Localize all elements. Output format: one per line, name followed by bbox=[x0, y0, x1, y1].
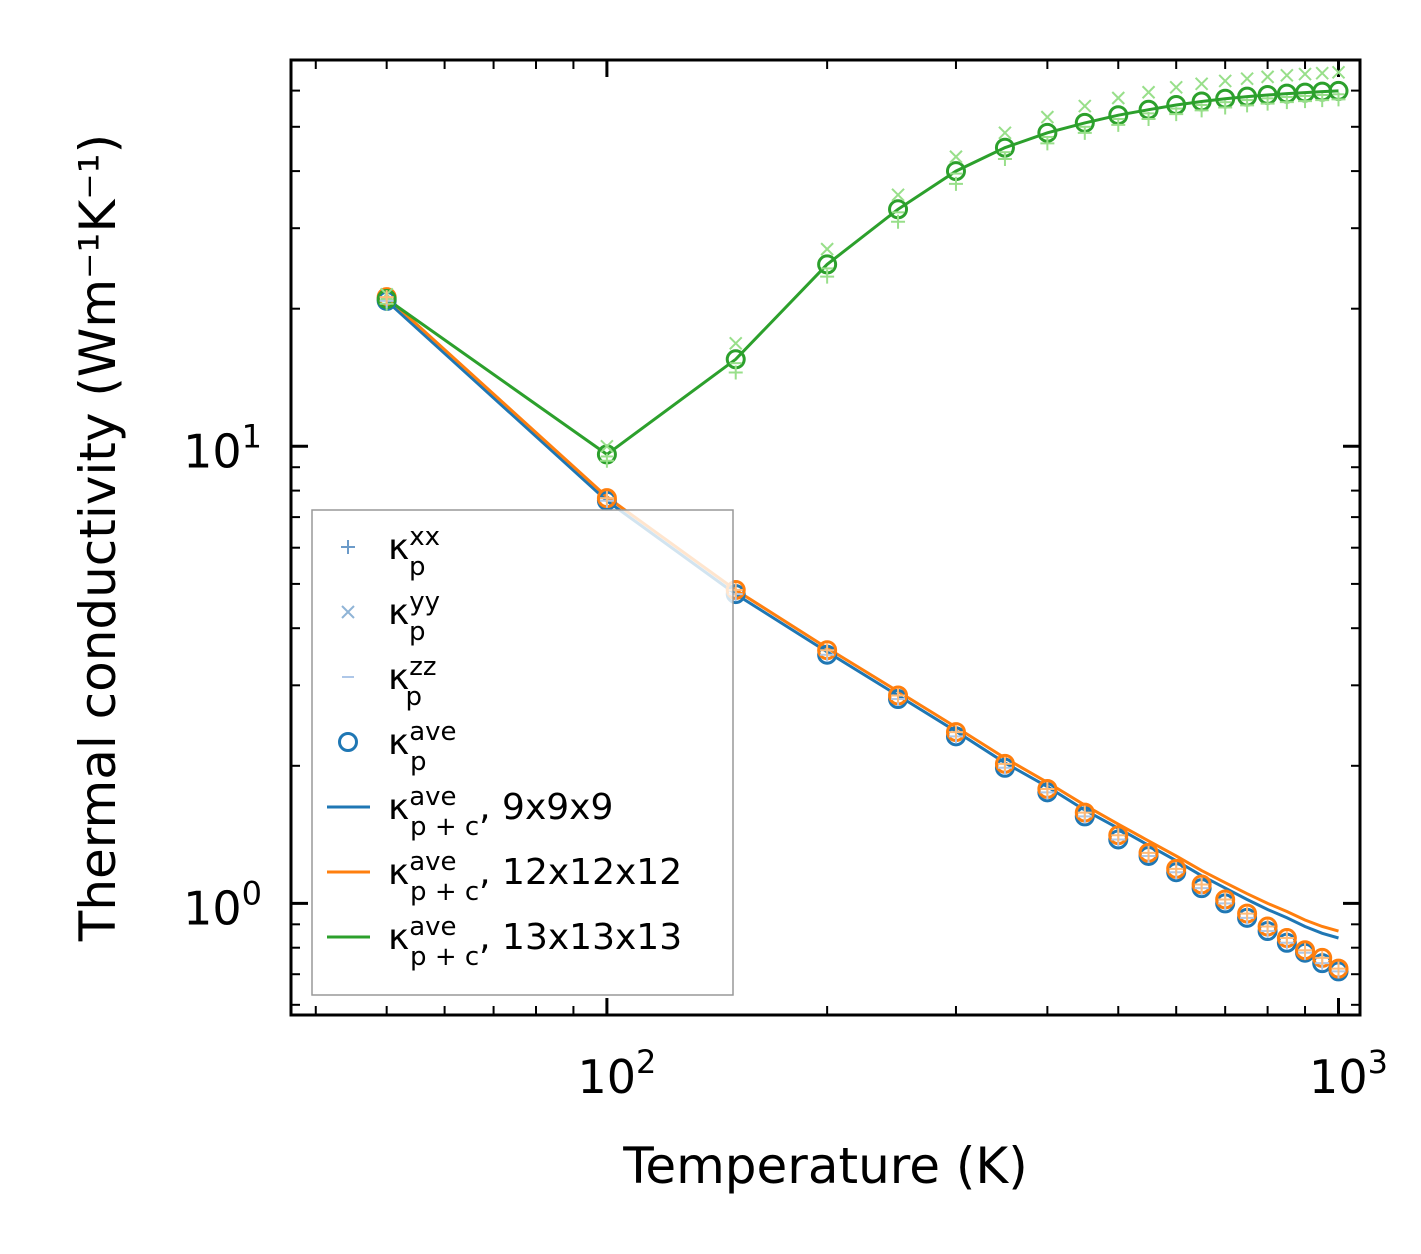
legend-entry: κave p bbox=[338, 717, 457, 777]
series-7 bbox=[379, 65, 1346, 454]
data-point-plus bbox=[1111, 117, 1126, 132]
data-point-x bbox=[1141, 85, 1156, 99]
legend-entry: κave p + c, 12x12x12 bbox=[327, 847, 682, 907]
data-point-x bbox=[1331, 65, 1346, 79]
data-point-plus bbox=[1111, 828, 1126, 843]
data-point-x bbox=[891, 188, 905, 202]
data-point-plus bbox=[820, 269, 835, 284]
data-point-plus bbox=[1040, 136, 1055, 151]
data-point-x bbox=[820, 242, 834, 256]
data-point-plus bbox=[599, 491, 614, 506]
legend-entry: κyy p bbox=[341, 587, 440, 647]
data-point-plus bbox=[891, 214, 906, 229]
data-point-plus bbox=[1218, 892, 1233, 907]
data-point-plus bbox=[1260, 919, 1275, 934]
data-point-plus bbox=[1077, 125, 1092, 140]
legend-label: κave p + c, 9x9x9 bbox=[388, 782, 613, 842]
legend-box bbox=[311, 509, 734, 996]
data-point-plus bbox=[1315, 950, 1330, 965]
data-point-x bbox=[1111, 91, 1125, 105]
series-6 bbox=[379, 92, 1346, 468]
data-point-plus bbox=[1040, 781, 1055, 796]
legend-plus-marker bbox=[341, 540, 355, 554]
legend-label: κyy p bbox=[388, 587, 440, 647]
data-point-plus bbox=[1169, 861, 1184, 876]
legend-label: κave p + c, 13x13x13 bbox=[388, 912, 682, 972]
data-point-x bbox=[998, 126, 1012, 140]
series-0 bbox=[385, 299, 1339, 940]
legend-entry: κzz p bbox=[342, 652, 437, 712]
data-point-plus bbox=[728, 365, 743, 380]
data-point-plus bbox=[1141, 845, 1156, 860]
data-point-plus bbox=[1077, 805, 1092, 820]
legend-entry: κave p + c, 13x13x13 bbox=[327, 912, 682, 972]
data-point-plus bbox=[379, 290, 394, 305]
series-line bbox=[385, 89, 1339, 457]
series-10 bbox=[379, 290, 1346, 976]
data-point-plus bbox=[1194, 877, 1209, 892]
plot-frame bbox=[289, 58, 1362, 1017]
data-point-x bbox=[1169, 80, 1183, 95]
y-tick-label: 101 bbox=[183, 417, 262, 478]
legend-label: κave p + c, 12x12x12 bbox=[388, 847, 682, 907]
data-point-x bbox=[600, 439, 614, 454]
series-2 bbox=[385, 89, 1339, 457]
x-axis-label: Temperature (K) bbox=[622, 1137, 1027, 1195]
y-tick-label: 100 bbox=[183, 874, 262, 935]
data-point-plus bbox=[1331, 961, 1346, 976]
data-point-plus bbox=[997, 152, 1012, 167]
x-tick-label: 103 bbox=[1309, 1043, 1388, 1104]
data-point-x bbox=[1315, 66, 1329, 80]
data-point-plus bbox=[948, 725, 963, 740]
data-point-plus bbox=[1240, 906, 1255, 921]
legend-label: κxx p bbox=[388, 522, 440, 582]
data-point-plus bbox=[948, 176, 963, 191]
series-line bbox=[385, 299, 1339, 940]
data-point-x bbox=[949, 150, 963, 164]
data-point-x bbox=[1260, 70, 1275, 84]
data-point-x bbox=[1194, 77, 1209, 91]
legend-entry: κave p + c, 9x9x9 bbox=[327, 782, 613, 842]
data-point-x bbox=[1078, 99, 1092, 113]
data-point-x bbox=[1040, 110, 1055, 124]
x-tick-label: 102 bbox=[577, 1043, 656, 1104]
data-point-x bbox=[1240, 72, 1254, 86]
data-point-plus bbox=[820, 643, 835, 658]
legend-label: κave p bbox=[388, 717, 457, 777]
series-1 bbox=[385, 295, 1339, 933]
series-line bbox=[385, 295, 1339, 933]
legend-label: κzz p bbox=[388, 652, 437, 712]
y-axis-label: Thermal conductivity (Wm⁻¹K⁻¹) bbox=[69, 134, 127, 942]
data-point-x bbox=[1298, 67, 1312, 81]
data-point-plus bbox=[891, 688, 906, 703]
data-point-plus bbox=[997, 756, 1012, 771]
data-point-x bbox=[1218, 74, 1232, 88]
legend-circle-marker bbox=[338, 732, 358, 752]
data-point-x bbox=[1280, 68, 1294, 83]
legend-x-marker bbox=[341, 605, 355, 619]
data-point-plus bbox=[1298, 943, 1313, 958]
data-point-x bbox=[729, 336, 743, 351]
legend-entry: κxx p bbox=[341, 522, 440, 582]
data-point-plus bbox=[1279, 931, 1294, 946]
series-8 bbox=[380, 93, 1345, 458]
